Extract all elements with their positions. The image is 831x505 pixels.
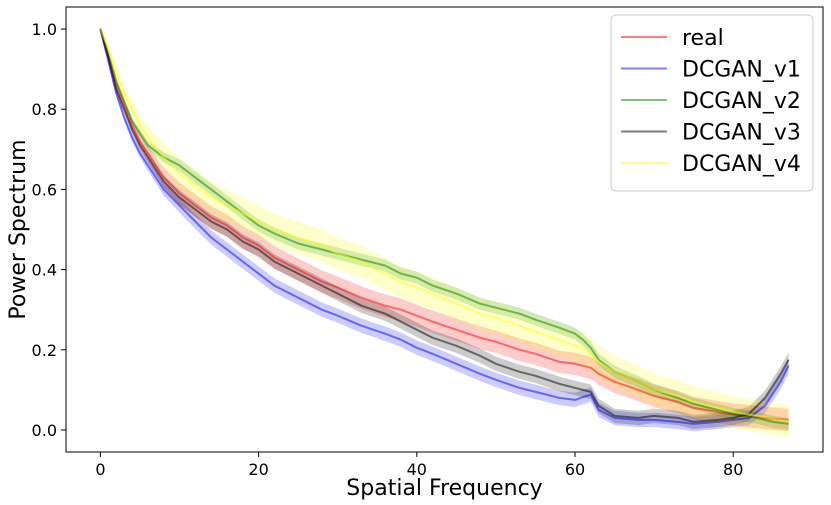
- legend-box: [610, 14, 814, 192]
- y-tick-label: 0.4: [32, 261, 57, 280]
- x-axis-ticks: 0 20 40 60 80: [95, 452, 743, 479]
- band-dcgan-v3: [100, 26, 789, 430]
- band-real: [100, 25, 789, 432]
- y-tick-label: 0.6: [32, 180, 57, 199]
- y-axis-ticks: 0.0 0.2 0.4 0.6 0.8 1.0: [32, 20, 66, 440]
- x-tick-label: 60: [565, 460, 585, 479]
- x-tick-label: 80: [723, 460, 743, 479]
- line-real: [99, 28, 789, 421]
- legend-label-dcgan-v4: DCGAN_v4: [682, 152, 801, 177]
- x-tick-label: 20: [248, 460, 268, 479]
- legend: real DCGAN_v1 DCGAN_v2 DCGAN_v3 DCGAN_v4: [610, 14, 814, 192]
- y-axis-label: Power Spectrum: [6, 139, 31, 319]
- x-axis-label: Spatial Frequency: [346, 476, 542, 501]
- line-dcgan-v3: [99, 28, 790, 423]
- y-tick-label: 0.8: [32, 100, 57, 119]
- x-tick-label: 40: [407, 460, 427, 479]
- series-bands: [100, 24, 789, 438]
- line-dcgan-v1: [99, 28, 790, 425]
- legend-label-dcgan-v2: DCGAN_v2: [682, 89, 801, 114]
- y-tick-label: 0.0: [32, 421, 57, 440]
- band-dcgan-v4: [100, 24, 789, 438]
- y-tick-label: 1.0: [32, 20, 57, 39]
- line-dcgan-v4: [99, 28, 789, 423]
- x-tick-label: 0: [95, 460, 105, 479]
- plot-frame: [65, 6, 824, 453]
- legend-label-dcgan-v1: DCGAN_v1: [682, 58, 801, 83]
- y-tick-label: 0.2: [32, 341, 57, 360]
- legend-label-real: real: [682, 26, 724, 51]
- legend-label-dcgan-v3: DCGAN_v3: [682, 121, 801, 146]
- series-lines: [99, 28, 790, 425]
